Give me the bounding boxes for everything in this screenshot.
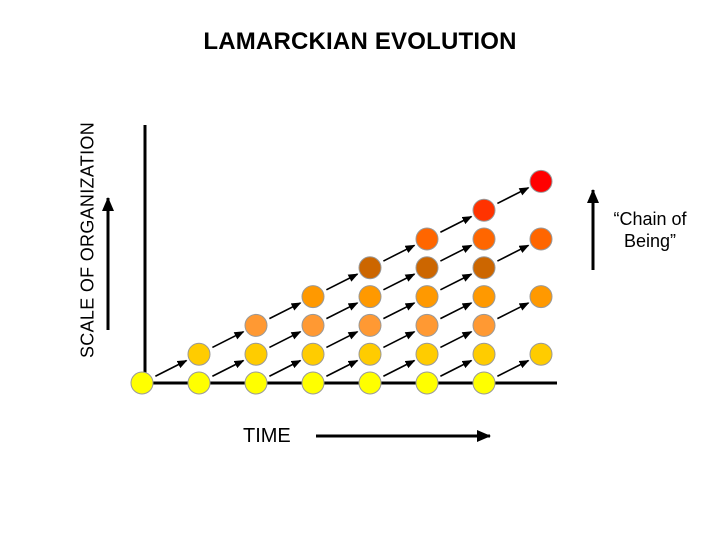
organism-node [358, 256, 382, 280]
organism-node [472, 256, 496, 280]
organism-node [472, 313, 496, 337]
chain-label-line2: Being” [623, 231, 677, 251]
organism-node [301, 342, 325, 366]
organism-node [529, 342, 553, 366]
chain-of-being-label: “Chain of Being” [600, 208, 700, 252]
chain-label-line1: “Chain of [613, 209, 687, 229]
diagram-title: LAMARCKIAN EVOLUTION [203, 28, 517, 55]
progression-arrow [383, 273, 416, 291]
progression-arrow [497, 302, 530, 320]
progression-arrow [269, 302, 302, 320]
organism-node [415, 256, 439, 280]
progression-arrow [440, 302, 473, 320]
organism-node [358, 342, 382, 366]
progression-arrow [212, 359, 245, 377]
organism-node [358, 371, 382, 395]
progression-arrow [440, 273, 473, 291]
progression-arrow [326, 302, 359, 320]
organism-node [415, 313, 439, 337]
progression-arrow [383, 244, 416, 262]
organism-node [244, 313, 268, 337]
organism-node [529, 227, 553, 251]
progression-arrow [440, 215, 473, 233]
organism-node [472, 342, 496, 366]
progression-arrow [440, 359, 473, 377]
progression-arrow [155, 359, 188, 377]
organism-node [187, 342, 211, 366]
organism-node [301, 371, 325, 395]
progression-arrow [440, 244, 473, 262]
progression-arrow [326, 359, 359, 377]
organism-node [358, 285, 382, 309]
progression-arrow [212, 330, 245, 349]
progression-arrow [383, 302, 416, 320]
progression-arrow [269, 359, 302, 377]
organism-node [358, 313, 382, 337]
progression-arrow [497, 244, 530, 262]
progression-arrow [383, 359, 416, 377]
y-axis-label: SCALE OF ORGANIZATION [77, 122, 98, 358]
organism-node [301, 285, 325, 309]
organism-node [472, 371, 496, 395]
progression-arrow [440, 330, 473, 349]
organism-node [472, 198, 496, 222]
progression-arrow [497, 359, 530, 377]
organism-node [187, 371, 211, 395]
progression-arrow [383, 330, 416, 349]
organism-node [415, 371, 439, 395]
organism-node [415, 227, 439, 251]
progression-arrow [497, 186, 530, 205]
organism-node [472, 227, 496, 251]
progression-arrow [326, 273, 359, 291]
organism-node [415, 342, 439, 366]
organism-node [244, 342, 268, 366]
organism-node [244, 371, 268, 395]
organism-node [472, 285, 496, 309]
organism-node [130, 371, 154, 395]
organism-node [529, 285, 553, 309]
organism-node [415, 285, 439, 309]
organism-node [529, 169, 553, 193]
progression-arrow [326, 330, 359, 349]
progression-arrow [269, 330, 302, 349]
x-axis-label: TIME [243, 425, 291, 447]
organism-node [301, 313, 325, 337]
